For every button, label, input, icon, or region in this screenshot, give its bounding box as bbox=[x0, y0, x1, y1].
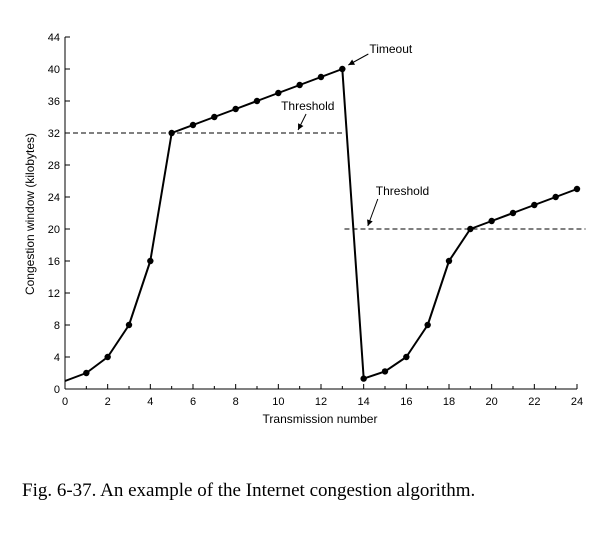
data-point bbox=[552, 193, 559, 201]
y-tick-label: 20 bbox=[48, 224, 60, 236]
y-tick-label: 32 bbox=[48, 128, 60, 140]
timeout-arrow-head bbox=[348, 59, 356, 65]
x-tick-label: 2 bbox=[105, 396, 111, 408]
data-point bbox=[296, 81, 303, 89]
data-point bbox=[360, 375, 367, 382]
data-point bbox=[424, 321, 431, 329]
y-tick-label: 0 bbox=[54, 384, 60, 396]
y-tick-label: 12 bbox=[48, 288, 60, 300]
timeout-label: Timeout bbox=[369, 42, 413, 56]
data-point bbox=[253, 97, 261, 105]
congestion-line bbox=[64, 68, 578, 382]
x-tick-label: 10 bbox=[272, 396, 284, 408]
x-tick-label: 8 bbox=[233, 396, 239, 408]
x-tick-label: 6 bbox=[190, 396, 196, 408]
data-point bbox=[488, 217, 495, 225]
data-point bbox=[445, 257, 453, 265]
y-tick-label: 40 bbox=[48, 64, 60, 76]
x-tick-label: 0 bbox=[62, 396, 68, 408]
figure-caption: Fig. 6-37. An example of the Internet co… bbox=[22, 480, 476, 501]
x-tick-label: 22 bbox=[528, 396, 540, 408]
data-points bbox=[83, 65, 581, 382]
x-tick-label: 16 bbox=[400, 396, 412, 408]
data-point bbox=[317, 73, 325, 81]
x-tick-label: 20 bbox=[486, 396, 498, 408]
threshold-label: Threshold bbox=[376, 184, 429, 198]
y-tick-label: 4 bbox=[54, 352, 60, 364]
data-point bbox=[232, 105, 239, 113]
chart-annotations: Timeout Threshold Threshold bbox=[281, 42, 429, 227]
y-axis-label: Congestion window (kilobytes) bbox=[23, 133, 37, 295]
y-tick-label: 28 bbox=[48, 160, 60, 172]
data-point bbox=[104, 353, 111, 361]
y-tick-label: 44 bbox=[48, 32, 60, 44]
data-point bbox=[403, 353, 410, 361]
y-tick-label: 16 bbox=[48, 256, 60, 268]
data-point bbox=[275, 89, 282, 97]
data-point bbox=[168, 129, 175, 137]
y-tick-label: 24 bbox=[48, 192, 60, 204]
data-point bbox=[147, 257, 154, 265]
y-tick-label: 8 bbox=[54, 320, 60, 332]
data-point bbox=[211, 113, 218, 121]
x-tick-label: 4 bbox=[147, 396, 153, 408]
data-point bbox=[381, 368, 389, 375]
x-tick-label: 14 bbox=[358, 396, 370, 408]
threshold-arrow-head bbox=[298, 123, 304, 130]
y-tick-label: 36 bbox=[48, 96, 60, 108]
x-tick-label: 24 bbox=[571, 396, 583, 408]
data-point bbox=[467, 225, 474, 233]
threshold-label: Threshold bbox=[281, 99, 334, 113]
x-tick-label: 12 bbox=[315, 396, 327, 408]
data-point bbox=[189, 121, 197, 129]
data-point bbox=[531, 201, 538, 209]
x-tick-label: 18 bbox=[443, 396, 455, 408]
data-point bbox=[83, 369, 90, 377]
data-point bbox=[339, 65, 346, 73]
data-point bbox=[573, 185, 581, 193]
threshold-arrow-head bbox=[367, 219, 373, 226]
threshold-lines bbox=[65, 132, 586, 230]
series-line bbox=[64, 68, 578, 382]
data-point bbox=[509, 209, 517, 217]
data-point bbox=[125, 321, 133, 329]
x-axis-label: Transmission number bbox=[263, 412, 378, 426]
